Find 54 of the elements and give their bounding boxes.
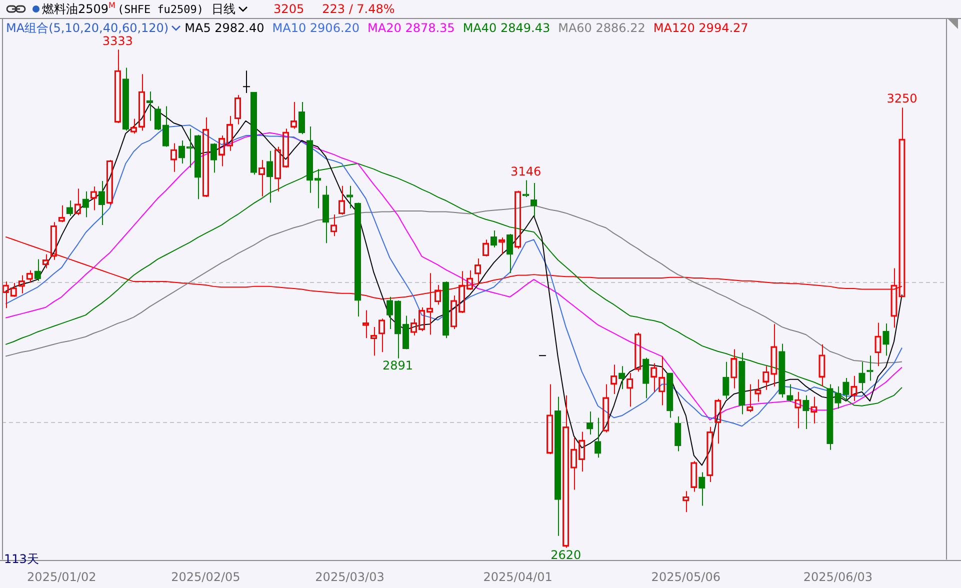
candlestick <box>618 366 626 390</box>
candlestick <box>674 416 682 452</box>
text: MA组合(5,10,20,40,60,120) <box>6 20 169 36</box>
text: 113天 <box>4 551 39 568</box>
text: MA20 2878.35 <box>368 21 455 35</box>
candlestick <box>346 185 354 209</box>
candlestick <box>210 144 218 174</box>
candlestick <box>698 472 706 506</box>
candlestick <box>842 377 850 401</box>
x-tick-label: 2025/03/03 <box>315 570 384 584</box>
candlestick <box>882 322 890 356</box>
candlestick <box>802 394 810 430</box>
candlestick <box>242 70 250 94</box>
candlestick <box>162 106 169 146</box>
text: 3205 <box>274 2 304 16</box>
candlestick <box>298 102 306 135</box>
candlestick <box>866 355 874 382</box>
candlestick <box>722 361 730 400</box>
text: MA40 2849.43 <box>462 21 550 35</box>
text: MA120 2994.27 <box>653 21 748 35</box>
text: 223 / 7.48% <box>322 2 395 16</box>
text: MA60 2886.22 <box>558 21 646 35</box>
candlestick <box>322 185 330 244</box>
candlestick <box>354 202 362 317</box>
candlestick <box>250 92 258 176</box>
candlestick <box>98 180 105 226</box>
x-tick-label: 2025/01/02 <box>27 570 96 584</box>
candlestick <box>122 67 129 132</box>
candlestick <box>778 343 786 398</box>
text: 日线 <box>212 0 236 18</box>
x-tick-label: 2025/05/06 <box>651 570 720 584</box>
text: MA5 2982.40 <box>184 21 264 35</box>
candlestick <box>786 384 794 402</box>
annotation: 2891 <box>382 358 414 373</box>
candlestick <box>154 106 161 130</box>
chart-title: 燃料油2509$^{M}$ <box>42 0 116 18</box>
candlestick <box>554 396 562 536</box>
candlestick <box>66 200 73 216</box>
annotation: 2620 <box>550 548 582 562</box>
text: MA10 2906.20 <box>272 21 360 35</box>
annotation: 3333 <box>102 34 133 48</box>
x-tick-label: 2025/06/03 <box>803 570 873 584</box>
candlestick <box>666 372 674 418</box>
chart-subtitle: (SHFE fu2509) <box>117 2 204 16</box>
x-tick-label: 2025/04/01 <box>483 570 552 584</box>
x-tick-label: 2025/02/05 <box>171 570 240 584</box>
candlestick <box>34 258 41 282</box>
candlestick <box>506 234 514 274</box>
candlestick <box>586 410 594 436</box>
annotation: 3146 <box>510 164 542 178</box>
candlestick <box>594 417 602 458</box>
candlestick <box>642 357 650 399</box>
candlestick <box>522 180 530 198</box>
annotation: 3250 <box>886 92 918 106</box>
